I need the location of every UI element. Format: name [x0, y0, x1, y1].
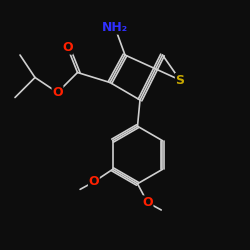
- Text: O: O: [142, 196, 153, 209]
- Text: NH₂: NH₂: [102, 21, 128, 34]
- Text: O: O: [88, 176, 99, 188]
- Text: O: O: [62, 41, 73, 54]
- Text: O: O: [52, 86, 63, 99]
- Text: S: S: [176, 74, 184, 86]
